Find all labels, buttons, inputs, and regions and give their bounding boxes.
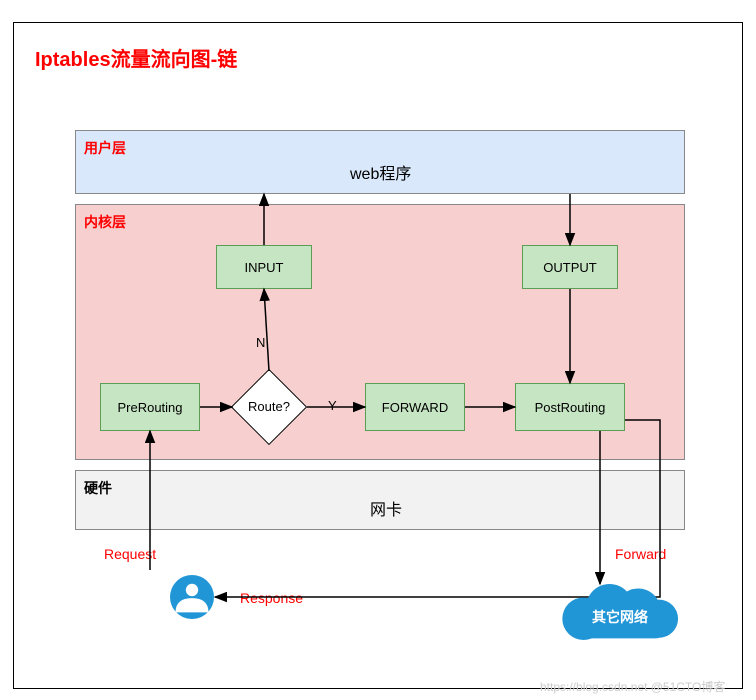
diagram-title: Iptables流量流向图-链 [35,43,237,72]
cloud-icon: 其它网络 [555,584,685,650]
layer-user-label: 用户层 [84,138,126,158]
node-route-label: Route? [231,369,307,445]
edge-label-request: Request [104,546,156,562]
watermark: https://blog.csdn.net @51CTO博客 [540,678,725,695]
edge-label-response: Response [240,590,303,606]
edge-label-forward: Forward [615,546,666,562]
layer-user-content: web程序 [350,160,411,184]
layer-kernel-label: 内核层 [84,212,126,232]
node-prerouting: PreRouting [100,383,200,431]
diagram-frame: Iptables流量流向图-链 用户层 web程序 内核层 硬件 网卡 INPU… [0,0,756,700]
edge-label-y: Y [328,398,337,413]
layer-hw-label: 硬件 [84,478,112,498]
person-icon [168,573,216,621]
edge-label-n: N [256,335,265,350]
node-forward: FORWARD [365,383,465,431]
node-postrouting: PostRouting [515,383,625,431]
node-input: INPUT [216,245,312,289]
layer-hw-content: 网卡 [370,496,402,520]
node-output: OUTPUT [522,245,618,289]
cloud-label: 其它网络 [592,609,648,625]
